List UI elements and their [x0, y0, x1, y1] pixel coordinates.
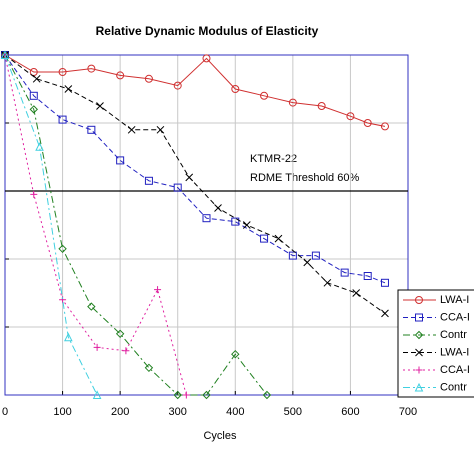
series-line	[4, 54, 386, 127]
point	[242, 221, 251, 229]
series-line	[4, 54, 268, 396]
plot-frame	[4, 54, 409, 396]
point	[260, 234, 269, 243]
point	[58, 244, 67, 254]
point	[35, 142, 44, 151]
point	[115, 329, 125, 339]
point	[173, 390, 182, 400]
point	[202, 390, 211, 400]
legend-label: Contr	[440, 381, 467, 393]
x-tick-label: 500	[284, 406, 302, 418]
legend-label: Contr	[440, 329, 467, 341]
point	[352, 289, 361, 297]
point	[231, 349, 240, 359]
point	[58, 68, 67, 76]
x-tick-label: 400	[226, 406, 244, 418]
point	[380, 278, 389, 287]
legend-marker	[415, 366, 423, 374]
point	[317, 102, 326, 110]
point	[182, 391, 190, 399]
point	[116, 156, 125, 165]
annotation: RDME Threshold 60%	[250, 172, 359, 184]
x-tick-label: 0	[2, 406, 8, 418]
legend-label: LWA-I	[440, 294, 469, 306]
point	[116, 71, 125, 80]
point	[380, 122, 389, 131]
x-axis-label: Cycles	[203, 430, 237, 442]
point	[185, 173, 194, 182]
legend-label: CCA-I	[440, 364, 470, 376]
point	[32, 74, 41, 83]
point	[346, 112, 355, 121]
point	[87, 125, 96, 134]
point	[311, 251, 320, 260]
point	[231, 217, 240, 226]
point	[288, 251, 297, 260]
point	[93, 343, 101, 351]
point	[64, 332, 73, 342]
point	[144, 363, 154, 373]
legend-marker	[415, 296, 423, 304]
legend-marker	[415, 313, 423, 322]
series-line	[4, 54, 386, 284]
point	[214, 204, 222, 212]
x-tick-label: 300	[169, 406, 187, 418]
point	[173, 183, 182, 192]
x-tick-label: 700	[399, 406, 417, 418]
point	[127, 125, 136, 134]
point	[29, 91, 38, 100]
legend-label: CCA-I	[440, 311, 470, 323]
legend-label: LWA-I	[440, 346, 469, 358]
point	[363, 272, 372, 280]
point	[173, 81, 182, 90]
point	[156, 125, 165, 134]
point	[288, 98, 297, 107]
point	[202, 214, 211, 223]
legend-marker	[414, 330, 424, 340]
legend-marker	[415, 348, 423, 357]
point	[122, 347, 130, 355]
point	[262, 390, 272, 400]
point	[363, 119, 372, 127]
point	[96, 102, 104, 110]
point	[87, 64, 96, 73]
point	[58, 115, 67, 124]
series-line	[4, 54, 386, 314]
series-line	[4, 54, 187, 396]
point	[92, 390, 102, 399]
point	[30, 190, 38, 198]
point	[144, 74, 153, 83]
x-tick-label: 200	[111, 406, 129, 418]
point	[202, 54, 211, 63]
annotation: KTMR-22	[250, 153, 297, 165]
point	[87, 302, 96, 311]
point	[260, 91, 269, 100]
x-tick-label: 100	[53, 406, 71, 418]
point	[381, 309, 389, 318]
point	[0, 50, 10, 59]
point	[29, 105, 38, 114]
point	[323, 278, 332, 287]
legend-box	[397, 289, 474, 398]
point	[303, 258, 312, 267]
point	[154, 286, 162, 294]
chart-title: Relative Dynamic Modulus of Elasticity	[96, 24, 319, 38]
x-tick-label: 600	[341, 406, 359, 418]
legend-marker	[414, 382, 424, 392]
point	[144, 176, 153, 185]
point	[340, 268, 349, 277]
point	[231, 85, 240, 93]
point	[64, 85, 73, 93]
series-line	[4, 54, 98, 396]
point	[274, 234, 283, 243]
